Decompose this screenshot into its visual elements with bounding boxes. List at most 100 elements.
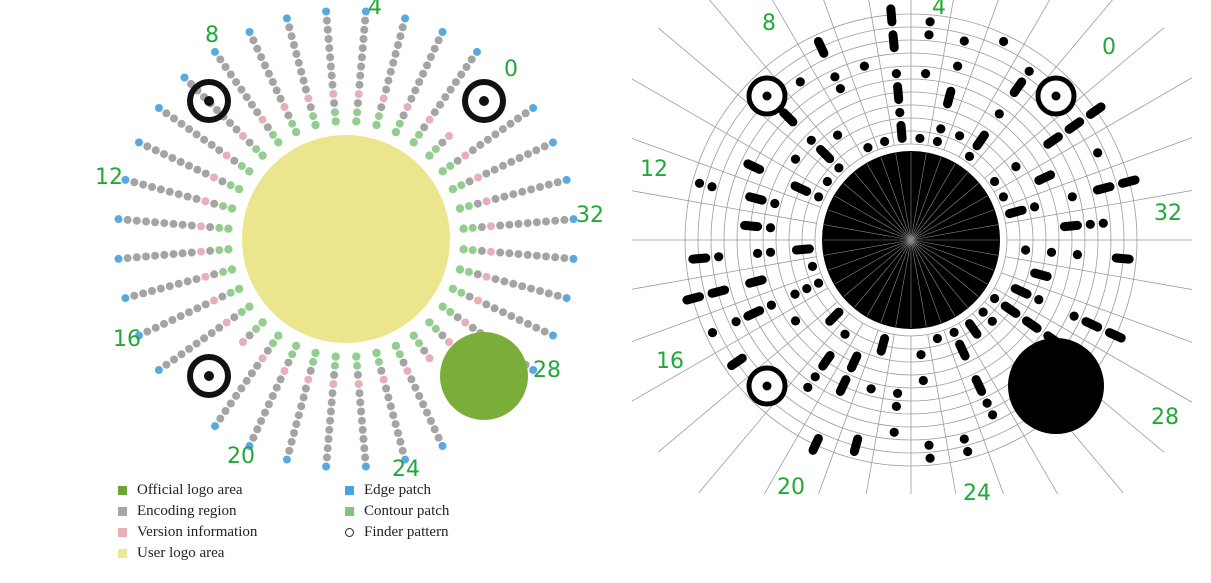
module-dash: [1009, 77, 1027, 98]
encoding-dot: [324, 35, 333, 43]
module-dot: [978, 307, 988, 317]
encoding-dot: [465, 177, 474, 186]
module-dash: [1030, 268, 1052, 281]
module-dash: [896, 120, 907, 143]
grid-spoke: [1001, 137, 1192, 208]
encoding-dot: [177, 119, 186, 128]
center-spoke: [910, 163, 956, 241]
module-dot: [916, 350, 926, 360]
encoding-dot: [569, 254, 578, 263]
encoding-dot: [311, 348, 320, 358]
encoding-dot: [215, 223, 224, 232]
module-dash: [745, 192, 767, 205]
encoding-dot: [284, 358, 293, 367]
encoding-dot: [562, 175, 571, 184]
encoding-dot: [499, 308, 507, 317]
encoding-dot: [451, 78, 460, 87]
encoding-dot: [500, 277, 509, 286]
module-dot: [1024, 66, 1034, 76]
encoding-dot: [210, 199, 219, 208]
encoding-dot: [242, 93, 251, 102]
encoding-dot: [187, 221, 196, 230]
encoding-dot: [562, 294, 571, 303]
module-dot: [998, 192, 1009, 202]
encoding-dot: [462, 63, 471, 71]
encoding-dot: [183, 192, 192, 201]
encoding-dot: [185, 344, 194, 353]
encoding-dot: [496, 248, 505, 257]
encoding-dot: [215, 146, 224, 155]
center-spoke: [910, 239, 998, 256]
right-label-4: 4: [932, 0, 946, 20]
encoding-dot: [409, 331, 418, 340]
encoding-dot: [221, 407, 230, 415]
right-polar-grid: [632, 0, 1192, 494]
finder-pattern-bottom-left: [187, 354, 231, 398]
encoding-dot: [258, 354, 267, 363]
finder-pattern-top-left: [187, 79, 231, 123]
encoding-dot: [518, 282, 527, 291]
module-dash: [818, 351, 835, 371]
encoding-dot: [505, 220, 514, 229]
right-label-28: 28: [1151, 405, 1179, 430]
encoding-dot: [201, 272, 210, 281]
module-dot: [833, 130, 843, 140]
encoding-dot: [160, 150, 168, 159]
encoding-dot: [114, 215, 123, 224]
encoding-dot: [438, 167, 447, 176]
module-dot: [893, 388, 903, 398]
module-dot: [1069, 311, 1079, 321]
encoding-dot: [358, 425, 367, 434]
encoding-dot: [523, 219, 532, 228]
encoding-dot: [192, 275, 201, 284]
encoding-dot: [261, 61, 269, 70]
encoding-dot: [540, 142, 549, 151]
encoding-dot: [391, 420, 400, 429]
left-sector-labels: 0 4 8 12 16 20 24 28 32: [95, 0, 604, 482]
encoding-dot: [448, 284, 458, 294]
encoding-dot: [139, 289, 148, 298]
legend-item-user-logo: User logo area: [118, 543, 224, 563]
encoding-dot: [457, 288, 466, 297]
encoding-dot: [395, 350, 404, 359]
grid-spoke: [1001, 272, 1192, 343]
encoding-dot: [280, 103, 289, 111]
encoding-dot: [297, 67, 306, 76]
center-spoke: [843, 183, 912, 241]
encoding-dot: [247, 369, 256, 378]
encoding-dot: [446, 85, 455, 94]
encoding-dot: [473, 47, 481, 56]
module-dash: [1005, 205, 1027, 219]
encoding-dot: [287, 32, 296, 41]
module-dot: [1046, 247, 1057, 257]
module-dash: [943, 86, 956, 109]
encoding-dot: [382, 85, 391, 94]
encoding-dot: [232, 125, 241, 134]
encoding-dot: [490, 304, 499, 313]
encoding-dot: [356, 71, 365, 80]
encoding-dot: [216, 414, 225, 423]
encoding-dot: [551, 216, 560, 225]
encoding-dot: [201, 197, 210, 206]
encoding-dot: [431, 145, 440, 154]
module-dash: [955, 339, 970, 361]
center-spoke: [910, 239, 942, 323]
encoding-dot: [258, 151, 267, 160]
user-logo-area: [242, 135, 450, 343]
module-dash: [965, 319, 982, 339]
encoding-dot: [206, 223, 215, 232]
right-finder-pattern-bottom-left: [746, 365, 788, 407]
encoding-dot: [201, 169, 210, 178]
module-dot: [924, 30, 934, 40]
legend-label: Encoding region: [137, 502, 237, 519]
encoding-dot: [329, 380, 338, 388]
encoding-dot: [187, 248, 196, 257]
encoding-dot: [491, 194, 500, 203]
user-logo-swatch-icon: [118, 548, 127, 558]
encoding-dot: [245, 302, 254, 311]
encoding-dot: [430, 108, 439, 117]
encoding-dot: [232, 78, 241, 87]
encoding-dot: [353, 361, 362, 370]
encoding-dot: [569, 215, 578, 224]
encoding-dot: [420, 123, 429, 132]
